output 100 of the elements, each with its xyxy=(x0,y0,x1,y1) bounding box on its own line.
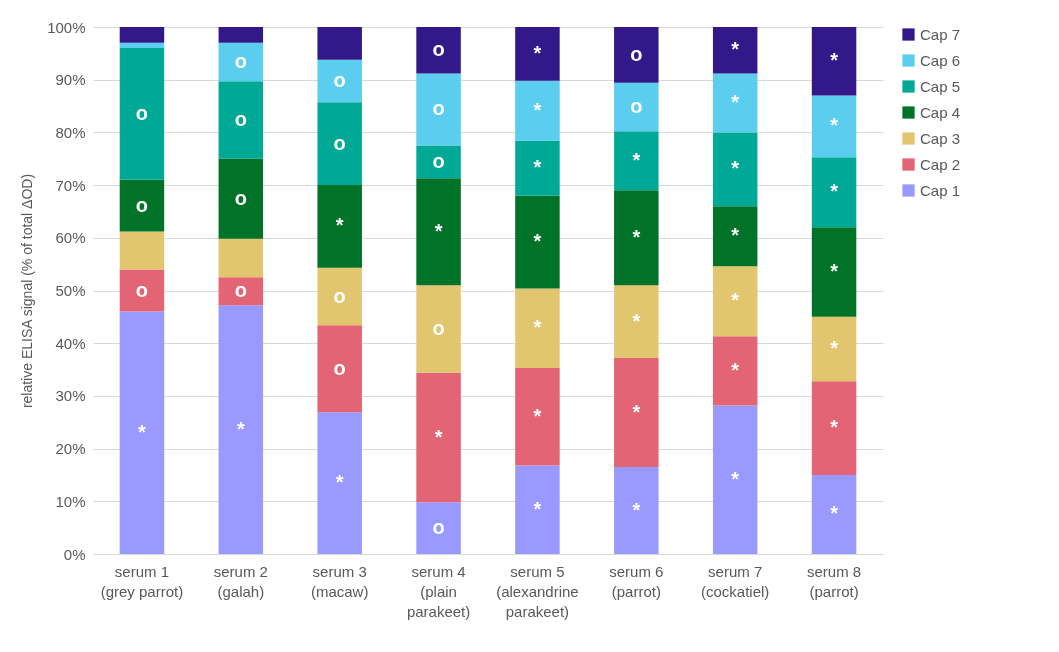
bar xyxy=(317,267,362,326)
x-tick-label: serum 8 (parrot) xyxy=(806,562,862,600)
data-label: * xyxy=(533,98,542,121)
bar xyxy=(614,285,659,358)
legend-label: Cap 4 xyxy=(920,103,961,121)
data-label: o xyxy=(432,516,445,539)
data-label: * xyxy=(830,114,839,137)
legend-label: Cap 5 xyxy=(920,77,961,95)
data-label: * xyxy=(731,224,740,247)
bar xyxy=(218,27,264,43)
bar xyxy=(119,48,165,180)
data-label: * xyxy=(830,49,839,72)
bar xyxy=(317,59,362,103)
bar xyxy=(119,27,165,43)
data-label: * xyxy=(632,309,641,332)
data-label: * xyxy=(533,404,542,427)
bar xyxy=(811,157,857,228)
bar xyxy=(218,81,264,159)
bar xyxy=(614,131,659,191)
bar xyxy=(416,27,461,74)
bar xyxy=(416,73,461,146)
bar xyxy=(218,238,264,278)
bar xyxy=(811,316,857,382)
data-label: * xyxy=(434,219,443,242)
data-label: * xyxy=(830,416,839,439)
bar xyxy=(317,185,362,268)
data-label: * xyxy=(731,157,740,180)
data-label: * xyxy=(434,425,443,448)
legend-label: Cap 2 xyxy=(920,155,961,173)
data-label: o xyxy=(135,278,149,301)
data-label: o xyxy=(432,149,445,172)
data-label: * xyxy=(533,41,542,64)
bar xyxy=(218,158,264,239)
bar xyxy=(712,132,758,207)
y-tick-label: 20% xyxy=(55,440,86,458)
data-label: * xyxy=(236,417,245,440)
data-label: * xyxy=(533,316,542,339)
y-tick-label: 90% xyxy=(55,71,86,89)
y-axis-title: relative ELISA signal (% of total ΔOD) xyxy=(19,173,36,409)
bar xyxy=(416,285,461,373)
data-label: * xyxy=(533,156,542,179)
bar xyxy=(712,27,758,74)
bar xyxy=(515,465,560,554)
y-tick-label: 30% xyxy=(55,387,86,405)
data-label: o xyxy=(630,42,643,65)
data-label: * xyxy=(830,337,839,359)
bar xyxy=(218,277,264,306)
bar xyxy=(712,73,758,133)
data-label: * xyxy=(731,289,740,312)
bar xyxy=(119,179,165,232)
bar xyxy=(218,305,264,554)
bar xyxy=(712,206,758,267)
bar xyxy=(218,42,264,82)
bar xyxy=(712,266,758,337)
data-label: o xyxy=(333,356,346,379)
data-label: * xyxy=(632,400,641,423)
y-tick-label: 10% xyxy=(55,492,86,510)
bar xyxy=(119,42,165,49)
data-label: o xyxy=(432,97,445,120)
data-label: * xyxy=(731,38,740,61)
bar xyxy=(317,102,362,186)
legend-label: Cap 6 xyxy=(920,51,961,69)
data-label: * xyxy=(632,225,641,248)
data-label: o xyxy=(135,101,149,124)
data-label: * xyxy=(731,358,740,381)
data-label: * xyxy=(731,90,740,113)
bar xyxy=(515,195,560,289)
data-label: * xyxy=(632,498,641,521)
data-label: o xyxy=(234,186,247,209)
y-tick-label: 100% xyxy=(47,18,86,36)
legend-label: Cap 1 xyxy=(920,181,961,199)
x-tick-label: serum 7 (cockatiel) xyxy=(701,562,770,600)
bar xyxy=(416,145,461,179)
bar xyxy=(317,325,362,413)
bar xyxy=(614,357,659,468)
bar xyxy=(119,231,165,270)
bar xyxy=(515,80,560,141)
bar xyxy=(515,140,560,196)
data-label: o xyxy=(630,95,643,118)
x-tick-label: serum 3 (macaw) xyxy=(310,562,369,600)
y-tick-label: 40% xyxy=(55,334,86,352)
x-tick-label: serum 5 (alexandrine parakeet) xyxy=(496,562,579,620)
y-tick-label: 80% xyxy=(55,123,86,141)
bar xyxy=(515,288,560,368)
data-label: o xyxy=(333,131,346,154)
bar xyxy=(119,269,165,312)
data-label: * xyxy=(533,230,542,253)
data-label: * xyxy=(335,214,344,237)
data-label: * xyxy=(830,180,839,203)
bar xyxy=(811,474,857,554)
bar xyxy=(811,95,857,158)
bar xyxy=(811,381,857,475)
data-label: * xyxy=(138,420,147,443)
data-label: * xyxy=(830,502,839,525)
y-tick-label: 0% xyxy=(63,545,86,563)
bar xyxy=(712,405,758,554)
bar xyxy=(712,336,758,406)
bar xyxy=(811,227,857,317)
bar xyxy=(515,27,560,81)
data-label: o xyxy=(234,108,247,131)
